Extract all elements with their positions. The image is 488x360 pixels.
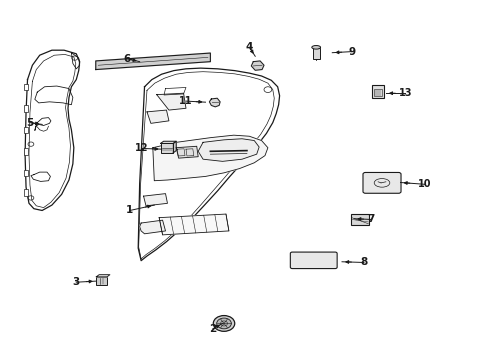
- Polygon shape: [96, 53, 210, 69]
- FancyBboxPatch shape: [290, 252, 336, 269]
- FancyBboxPatch shape: [362, 172, 400, 193]
- Polygon shape: [153, 135, 267, 181]
- Polygon shape: [147, 110, 168, 123]
- Text: 7: 7: [367, 215, 374, 224]
- Circle shape: [216, 318, 231, 329]
- Text: 13: 13: [398, 88, 411, 98]
- Bar: [23, 84, 28, 90]
- Polygon shape: [198, 139, 259, 161]
- Text: 6: 6: [123, 54, 131, 64]
- Polygon shape: [96, 275, 110, 277]
- Polygon shape: [143, 194, 167, 206]
- Bar: [312, 48, 319, 59]
- Bar: [96, 277, 107, 285]
- Polygon shape: [157, 93, 185, 110]
- Bar: [373, 89, 381, 96]
- Text: 5: 5: [26, 118, 34, 128]
- Polygon shape: [160, 141, 176, 143]
- Text: 4: 4: [245, 42, 253, 52]
- Text: 2: 2: [209, 324, 216, 334]
- Bar: [160, 143, 173, 153]
- Text: 11: 11: [179, 96, 192, 106]
- Bar: [23, 127, 28, 133]
- Polygon shape: [25, 50, 80, 211]
- Polygon shape: [209, 98, 220, 107]
- Text: 3: 3: [73, 277, 80, 287]
- Bar: [350, 214, 368, 225]
- Polygon shape: [159, 214, 228, 235]
- Circle shape: [213, 316, 234, 331]
- Text: 8: 8: [360, 257, 367, 267]
- Bar: [371, 85, 383, 98]
- Polygon shape: [176, 146, 198, 158]
- Ellipse shape: [311, 45, 320, 49]
- Bar: [23, 148, 28, 154]
- Text: 10: 10: [417, 179, 431, 189]
- Bar: [23, 189, 28, 196]
- Bar: [23, 105, 28, 112]
- Polygon shape: [138, 68, 279, 261]
- Bar: [23, 170, 28, 176]
- Polygon shape: [140, 220, 165, 234]
- Polygon shape: [173, 141, 176, 153]
- Text: 1: 1: [126, 206, 133, 216]
- Text: 9: 9: [347, 46, 355, 57]
- Text: 12: 12: [135, 143, 148, 153]
- Polygon shape: [251, 61, 264, 70]
